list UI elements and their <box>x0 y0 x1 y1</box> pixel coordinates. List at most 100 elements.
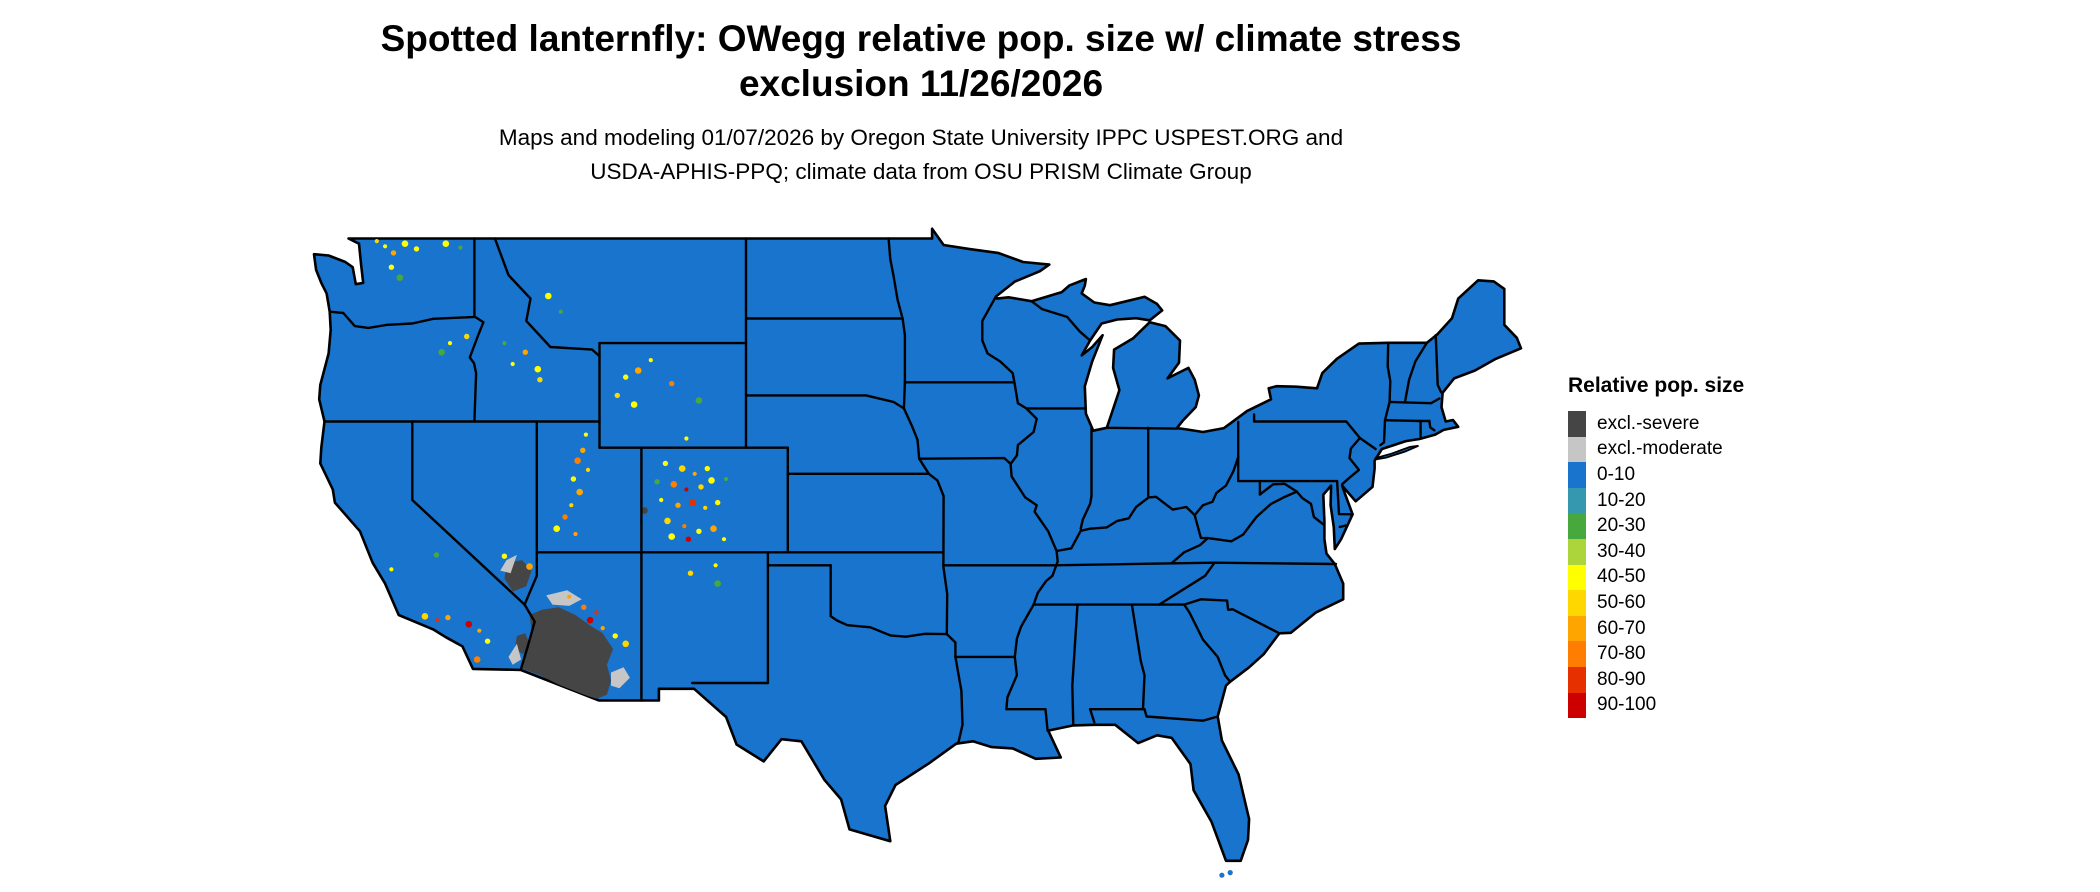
population-speckle <box>442 240 450 247</box>
state-border-line <box>1206 490 1298 543</box>
legend-swatch <box>1568 692 1586 719</box>
population-speckle <box>413 246 420 252</box>
population-speckle <box>654 479 660 485</box>
state-border-line <box>468 315 485 423</box>
legend-item-label: 40-50 <box>1597 566 1646 588</box>
population-speckle <box>374 239 379 244</box>
population-speckle <box>704 465 710 472</box>
state-border-line <box>744 394 906 410</box>
population-speckle <box>612 633 618 639</box>
state-border-line <box>523 420 538 606</box>
state-border-line <box>954 655 964 745</box>
population-speckle <box>502 341 507 346</box>
state-border-line <box>1079 426 1093 530</box>
population-speckle <box>570 476 577 482</box>
state-border-line <box>1338 524 1347 529</box>
long-island <box>1374 444 1419 461</box>
state-border-line <box>1428 419 1436 432</box>
state-border-line <box>1130 603 1146 711</box>
exclusion-moderate-region <box>611 667 630 689</box>
population-speckle <box>537 377 543 383</box>
population-speckle <box>670 481 678 488</box>
legend-item-label: excl.-moderate <box>1597 438 1723 460</box>
population-speckle <box>684 487 689 492</box>
population-speckle <box>558 309 563 314</box>
population-speckle <box>438 348 445 356</box>
population-speckle <box>580 447 586 453</box>
population-speckle <box>569 503 574 508</box>
map-subtitle-line1: Maps and modeling 01/07/2026 by Oregon S… <box>498 125 1344 150</box>
population-speckle <box>562 514 568 520</box>
population-speckle <box>576 488 583 496</box>
legend-swatch <box>1568 487 1586 514</box>
map-subtitle: Maps and modeling 01/07/2026 by Oregon S… <box>0 121 1842 189</box>
population-speckle <box>692 471 697 476</box>
population-speckle <box>687 570 694 576</box>
population-speckle <box>713 563 718 568</box>
map-title-line1: Spotted lanternfly: OWegg relative pop. … <box>380 18 1462 59</box>
population-speckle <box>522 349 528 355</box>
population-speckle <box>662 460 669 467</box>
legend-item-label: 10-20 <box>1597 489 1646 511</box>
legend-swatch <box>1568 436 1586 463</box>
population-speckle <box>695 397 703 404</box>
population-speckle <box>684 436 689 441</box>
population-speckle <box>659 497 664 503</box>
figure-header: Spotted lanternfly: OWegg relative pop. … <box>0 16 1842 189</box>
florida-keys-dot <box>1227 870 1233 876</box>
legend-item-label: 30-40 <box>1597 540 1646 562</box>
population-speckle <box>534 365 542 373</box>
population-speckle <box>678 465 686 472</box>
legend-swatch <box>1568 564 1586 591</box>
population-speckle <box>581 604 587 610</box>
state-border-line <box>887 237 907 384</box>
state-border-line <box>1088 708 1096 724</box>
state-border-line <box>1170 536 1209 564</box>
population-speckle <box>685 536 692 542</box>
population-speckle <box>682 524 687 529</box>
state-border-line <box>1237 455 1339 483</box>
state-border-line <box>1388 397 1441 405</box>
us-map-container <box>308 214 1527 890</box>
population-speckle <box>390 250 397 256</box>
population-speckle <box>715 499 721 506</box>
exclusion-regions <box>500 554 630 699</box>
state-border-line <box>981 295 1059 711</box>
legend-item: 40-50 <box>1568 564 1744 591</box>
population-speckle <box>388 264 395 270</box>
map-subtitle-line2: USDA-APHIS-PPQ; climate data from OSU PR… <box>590 159 1252 184</box>
legend-item: excl.-severe <box>1568 411 1744 437</box>
state-borders <box>323 237 1443 745</box>
population-speckle <box>510 361 515 367</box>
population-speckle <box>545 292 552 300</box>
nation-outline <box>312 227 1523 863</box>
state-border-line <box>902 407 921 460</box>
exclusion-moderate-region <box>508 643 522 665</box>
exclusion-severe-region <box>522 607 614 699</box>
legend-item: 10-20 <box>1568 487 1744 514</box>
legend-item-label: 90-100 <box>1597 694 1657 716</box>
state-border-line <box>1183 598 1281 635</box>
legend-item-label: 70-80 <box>1597 643 1646 665</box>
population-speckle <box>669 380 675 387</box>
legend-item: 30-40 <box>1568 538 1744 565</box>
state-border-line <box>942 561 1338 567</box>
population-speckle <box>696 528 702 534</box>
population-speckle <box>668 533 675 540</box>
population-speckle <box>445 614 451 621</box>
legend-item: excl.-moderate <box>1568 436 1744 463</box>
population-speckle <box>698 484 704 490</box>
legend-swatch <box>1568 590 1586 616</box>
population-speckle <box>389 567 394 572</box>
legend-title: Relative pop. size <box>1568 374 1745 397</box>
population-speckle <box>477 628 482 633</box>
legend-item: 20-30 <box>1568 513 1744 539</box>
population-speckle <box>447 341 453 346</box>
state-border-line <box>1335 479 1354 516</box>
population-speckle <box>574 457 581 464</box>
population-speckle <box>641 507 648 514</box>
legend-item-label: 80-90 <box>1597 668 1646 690</box>
population-speckle <box>721 537 727 542</box>
population-speckle <box>473 656 481 663</box>
